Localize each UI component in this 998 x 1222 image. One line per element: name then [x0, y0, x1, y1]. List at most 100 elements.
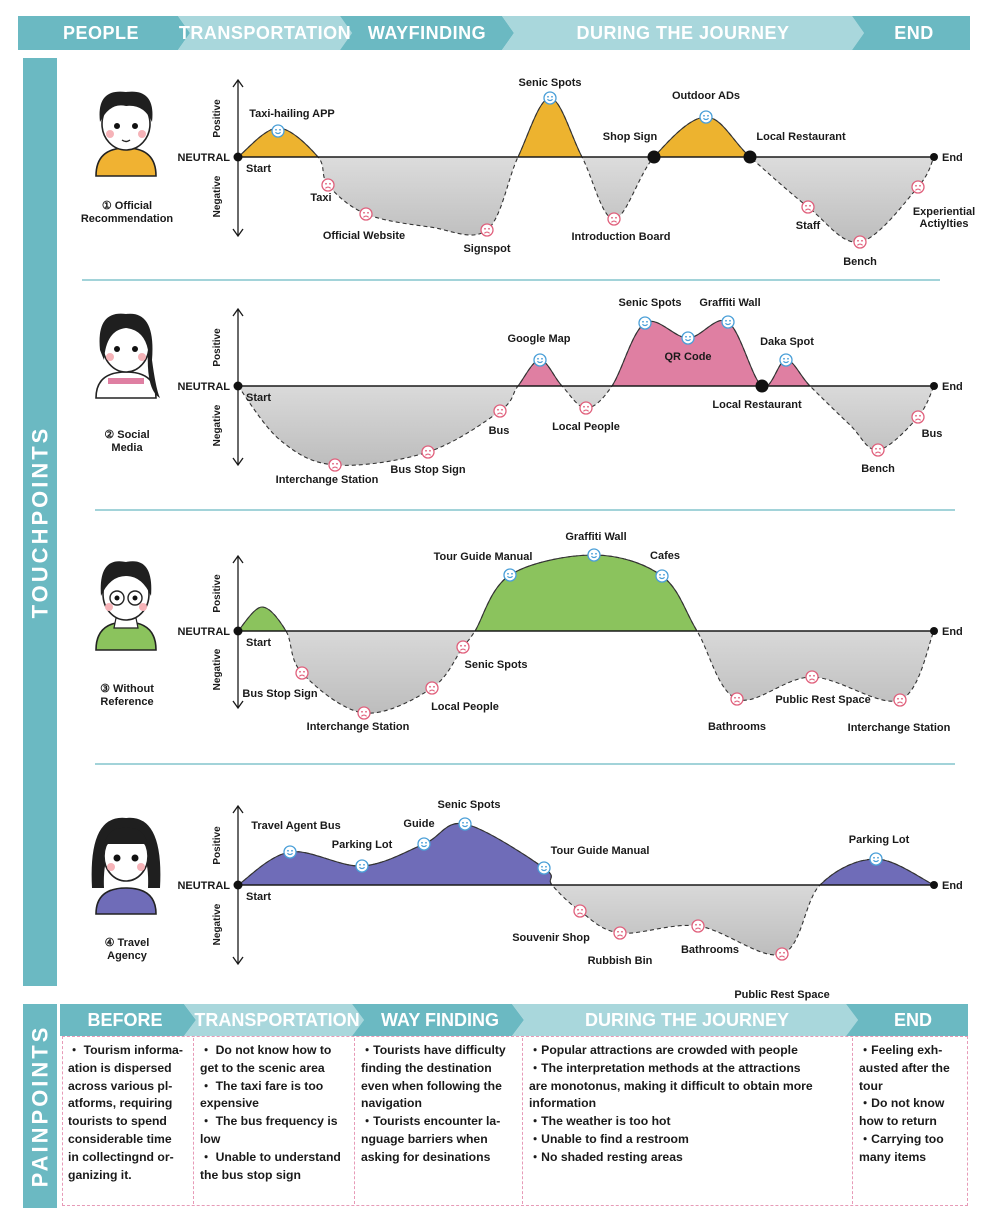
painpoint-line: navigation	[361, 1096, 422, 1111]
painpoint-line: tourists to spend	[68, 1114, 167, 1129]
painpoint-line: considerable time	[68, 1131, 172, 1146]
touchpoint-label: Staff	[796, 220, 821, 232]
painpoint-line: ・Popular attractions are crowded with pe…	[529, 1043, 798, 1057]
touchpoint-label: Local Restaurant	[712, 399, 802, 411]
touchpoint-label: QR Code	[664, 351, 711, 363]
positive-axis-label: Positive	[212, 99, 223, 138]
touchpoint-label: Public Rest Space	[734, 989, 829, 1001]
journey-2: NEUTRAL Start End Positive Negative Interchan…	[177, 297, 962, 486]
persona-label-travel-agency: ④ Travel	[105, 937, 150, 949]
negative-axis-label: Negative	[212, 404, 223, 446]
stage-header-arrows	[18, 16, 970, 50]
sad-face-icon	[480, 223, 494, 237]
positive-area	[612, 320, 762, 386]
touchpoints-sidebar: TOUCHPOINTS	[23, 58, 57, 986]
happy-face-icon	[271, 124, 285, 138]
painpoint-line: ation is dispersed	[68, 1060, 172, 1075]
touchpoint-label: Bathrooms	[708, 721, 766, 733]
touchpoint-label: Local People	[431, 701, 499, 713]
sad-face-icon	[579, 401, 593, 415]
touchpoint-label: Google Map	[508, 333, 571, 345]
negative-axis-label: Negative	[212, 648, 223, 690]
painpoint-line: ganizing it.	[68, 1167, 132, 1182]
persona-label-without-reference: Reference	[100, 696, 153, 708]
touchpoint-label: Taxi	[310, 192, 331, 204]
painpoint-line: tour	[859, 1078, 883, 1093]
painpoint-header-transportation: TRANSPORTATION	[194, 1009, 360, 1030]
touchpoint-label: Tour Guide Manual	[551, 845, 650, 857]
negative-area	[238, 320, 934, 466]
painpoint-separator	[852, 1038, 853, 1204]
touchpoint-label: Interchange Station	[276, 474, 379, 486]
persona-label-official: Recommendation	[81, 213, 174, 225]
end-dot	[930, 627, 938, 635]
happy-face-icon	[587, 548, 601, 562]
painpoint-during-journey: ・Popular attractions are crowded with pe…	[524, 1040, 852, 1202]
end-label: End	[942, 152, 963, 164]
painpoint-line: expensive	[200, 1096, 259, 1111]
painpoint-line: nguage barriers when	[361, 1131, 488, 1146]
neutral-label: NEUTRAL	[177, 152, 230, 164]
happy-face-icon	[503, 568, 517, 582]
touchpoint-label: Local Restaurant	[756, 131, 846, 143]
negative-area	[238, 554, 934, 714]
painpoint-separator	[354, 1038, 355, 1204]
touchpoint-label: Bus Stop Sign	[242, 688, 317, 700]
painpoint-line: ・ The taxi fare is too	[200, 1078, 324, 1093]
positive-area	[518, 360, 562, 386]
painpoint-header-during-journey: DURING THE JOURNEY	[584, 1009, 790, 1030]
touchpoint-label: Interchange Station	[307, 721, 410, 733]
positive-axis-label: Positive	[212, 328, 223, 367]
painpoint-header-end: END	[893, 1009, 932, 1030]
neutral-label: NEUTRAL	[177, 381, 230, 393]
painpoint-separator	[193, 1038, 194, 1204]
sad-face-icon	[613, 926, 627, 940]
sad-face-icon	[357, 706, 371, 720]
happy-face-icon	[537, 861, 551, 875]
painpoint-line: in collectingnd or-	[68, 1149, 174, 1164]
neutral-label: NEUTRAL	[177, 626, 230, 638]
touchpoint-label: Bus	[489, 425, 510, 437]
touchpoint-label: Actiylties	[920, 218, 969, 230]
painpoint-line: information	[529, 1096, 597, 1111]
sad-face-icon	[607, 212, 621, 226]
start-label: Start	[246, 392, 271, 404]
persona-label-official: ① Official	[102, 200, 152, 212]
touchpoint-label: Bathrooms	[681, 944, 739, 956]
painpoint-line: ・ Tourism informa-	[68, 1043, 183, 1057]
painpoint-line: ・ Unable to understand	[200, 1149, 341, 1164]
painpoint-line: even when following the	[361, 1078, 502, 1093]
touchpoint-label: Introduction Board	[572, 231, 671, 243]
sad-face-icon	[893, 693, 907, 707]
touchpoint-label: Bus	[922, 428, 943, 440]
positive-axis-label: Positive	[212, 826, 223, 865]
end-label: End	[942, 880, 963, 892]
sad-face-icon	[775, 947, 789, 961]
happy-face-icon	[779, 353, 793, 367]
sad-face-icon	[730, 692, 744, 706]
persona-official-avatar	[95, 91, 157, 177]
touchpoint-label: Rubbish Bin	[588, 955, 653, 967]
painpoint-line: ・The interpretation methods at the attra…	[529, 1060, 801, 1075]
happy-face-icon	[655, 569, 669, 583]
persona-label-social: ② Social	[104, 429, 149, 441]
happy-face-icon	[681, 331, 695, 345]
painpoint-transportation: ・ Do not know how to get to the scenic a…	[195, 1040, 354, 1202]
start-label: Start	[246, 637, 271, 649]
touchpoint-label: Outdoor ADs	[672, 90, 740, 102]
touchpoint-label: Souvenir Shop	[512, 932, 590, 944]
touchpoint-label: Bus Stop Sign	[390, 464, 465, 476]
touchpoint-label: Tour Guide Manual	[434, 551, 533, 563]
journey-1: NEUTRAL Start End Positive Negative Taxi-hail…	[177, 77, 975, 268]
painpoint-wayfinding: ・Tourists have difficulty finding the de…	[356, 1040, 522, 1202]
painpoint-header-arrows	[60, 1004, 968, 1036]
painpoint-line: many items	[859, 1149, 927, 1164]
start-label: Start	[246, 163, 271, 175]
touchpoint-label: Taxi-hailing APP	[249, 108, 335, 120]
painpoint-line: low	[200, 1131, 221, 1146]
painpoint-line: ・Feeling exh-	[859, 1043, 943, 1057]
touchpoint-label: Graffiti Wall	[565, 531, 626, 543]
sad-face-icon	[321, 178, 335, 192]
sad-face-icon	[871, 443, 885, 457]
